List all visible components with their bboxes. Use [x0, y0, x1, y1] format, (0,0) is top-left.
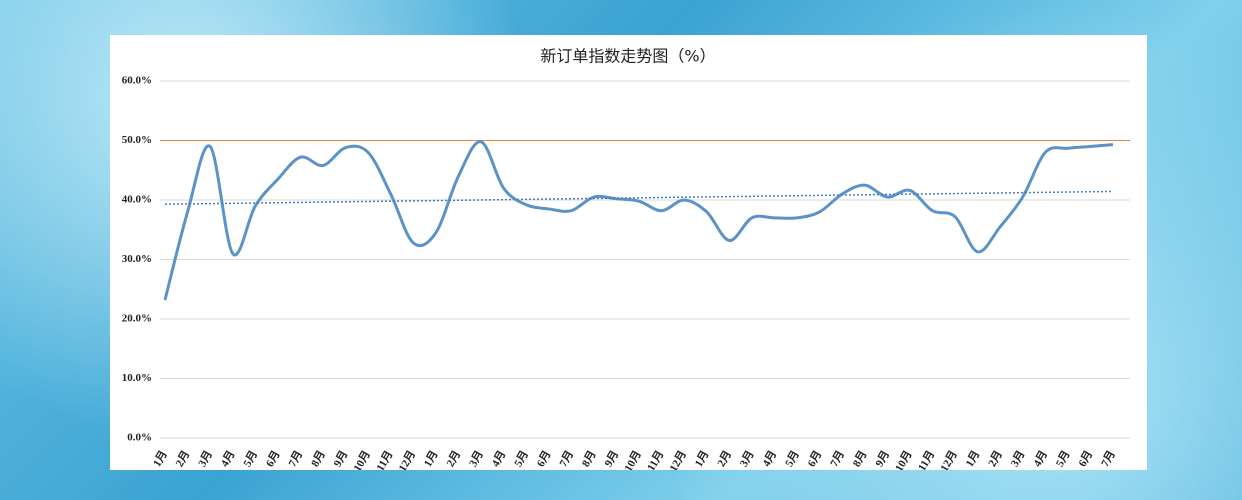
y-tick-label: 50.0% [122, 134, 152, 146]
y-tick-label: 40.0% [122, 194, 152, 206]
series-line [163, 140, 1114, 301]
chart-title: 新订单指数走势图（%） [540, 47, 715, 66]
y-tick-label: 10.0% [122, 372, 152, 384]
y-tick-label: 60.0% [122, 75, 152, 87]
y-tick-label: 0.0% [127, 432, 152, 444]
y-tick-label: 30.0% [122, 253, 152, 265]
chart-area [110, 35, 1147, 470]
y-tick-label: 20.0% [122, 313, 152, 325]
